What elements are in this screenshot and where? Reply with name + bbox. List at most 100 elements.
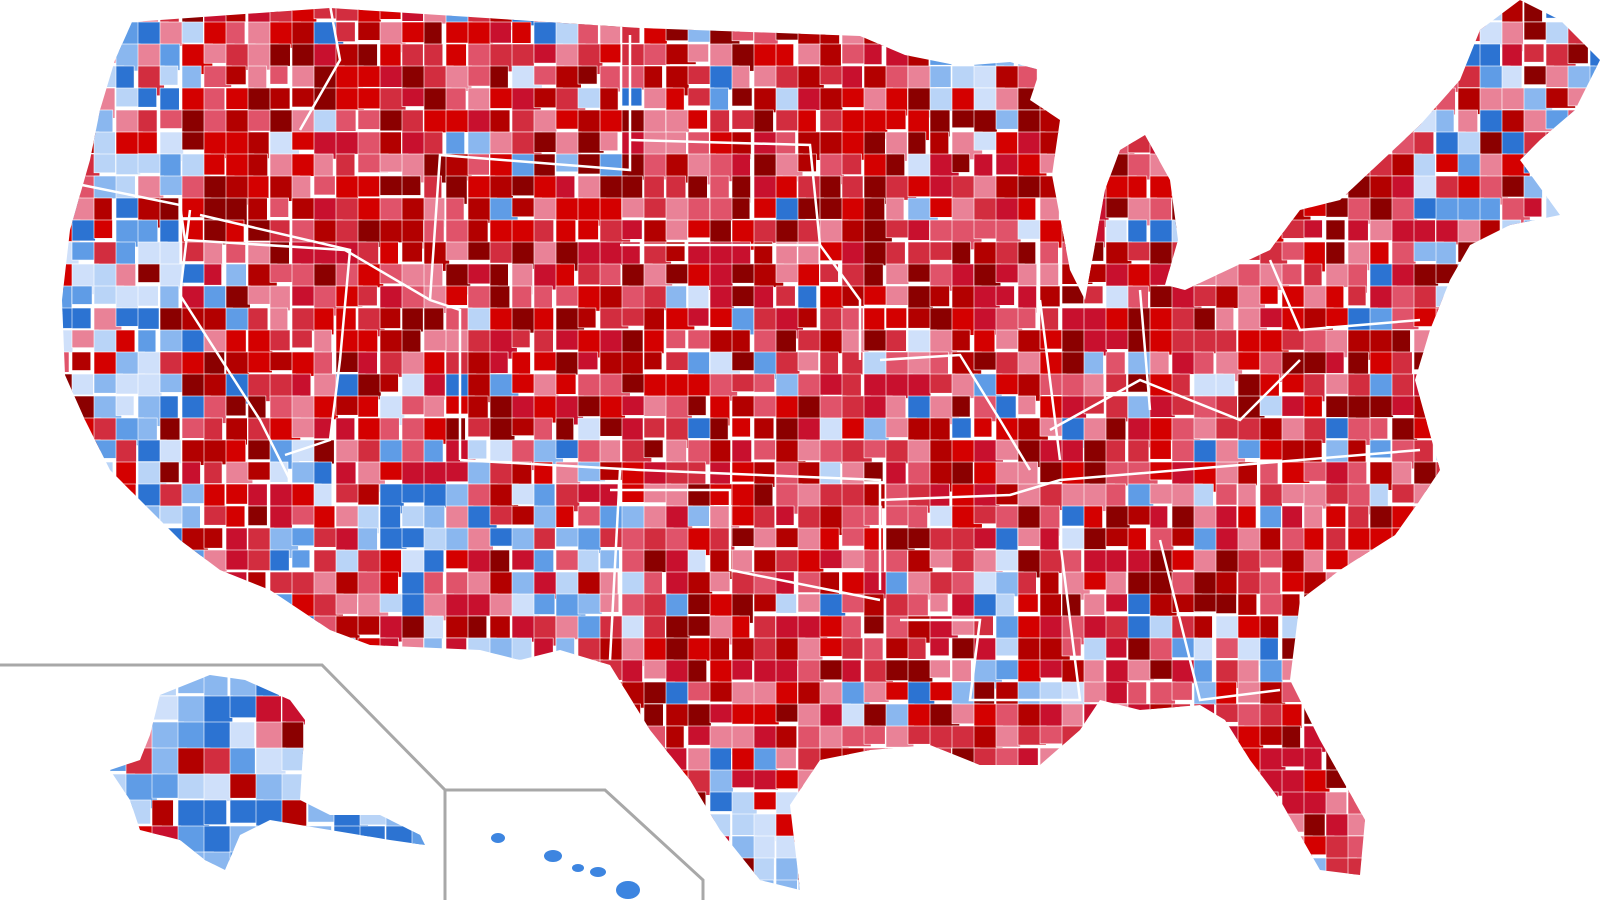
county (819, 65, 845, 85)
county (1149, 417, 1173, 444)
county (269, 549, 290, 572)
county (731, 65, 751, 92)
county (511, 285, 532, 309)
county (599, 395, 626, 420)
county (687, 307, 710, 327)
county (269, 571, 294, 594)
county (203, 527, 223, 549)
county (1171, 527, 1197, 547)
county (115, 87, 142, 108)
county (225, 505, 246, 528)
county (775, 417, 799, 442)
county (731, 153, 751, 180)
county (1259, 549, 1283, 569)
county (335, 395, 359, 416)
county (599, 43, 622, 64)
county (951, 725, 976, 751)
county (379, 65, 406, 88)
county (247, 351, 273, 374)
county (863, 681, 890, 703)
county (401, 263, 425, 287)
county (907, 307, 933, 329)
county (1039, 417, 1065, 437)
county (1523, 43, 1545, 63)
county (159, 395, 179, 421)
county (665, 439, 687, 464)
county (929, 373, 956, 394)
island (491, 833, 505, 843)
county (151, 773, 180, 799)
county (1017, 659, 1042, 683)
county (71, 241, 98, 261)
county (863, 285, 889, 306)
county (467, 417, 493, 438)
county (973, 131, 999, 151)
county (1127, 241, 1151, 261)
county (775, 615, 802, 641)
county (225, 285, 251, 310)
county (1457, 197, 1484, 224)
county (841, 637, 864, 660)
county (599, 439, 621, 466)
county (137, 285, 159, 307)
county (951, 329, 971, 351)
county (379, 307, 401, 329)
county (951, 153, 970, 173)
county (1083, 637, 1107, 661)
county (1259, 505, 1282, 528)
county (885, 109, 907, 130)
county (775, 703, 799, 723)
county (687, 43, 709, 63)
county (467, 615, 488, 639)
county (203, 263, 222, 286)
county (995, 351, 1020, 378)
county (929, 241, 953, 261)
county (1017, 593, 1039, 613)
county (423, 549, 445, 576)
county (995, 329, 1019, 350)
county (1193, 637, 1213, 664)
county (489, 263, 509, 290)
county (467, 571, 491, 596)
county (93, 153, 116, 174)
county (1061, 703, 1084, 729)
county (841, 43, 866, 65)
county (225, 109, 251, 134)
county (401, 43, 424, 70)
county (335, 483, 359, 504)
county (753, 197, 780, 219)
county (665, 219, 688, 241)
county (467, 21, 494, 48)
county (1237, 549, 1261, 573)
county (775, 505, 795, 526)
county (269, 65, 289, 85)
county (797, 373, 824, 400)
county (1303, 417, 1326, 444)
county (423, 615, 444, 640)
county (1347, 285, 1367, 306)
county (1259, 615, 1279, 640)
county (467, 65, 492, 87)
county (357, 395, 379, 418)
county (995, 593, 1015, 620)
county (907, 131, 927, 157)
county (973, 681, 995, 708)
county (995, 725, 1021, 748)
county (1325, 241, 1346, 267)
county (687, 571, 713, 595)
county (511, 373, 537, 394)
county (709, 417, 729, 440)
county (797, 285, 817, 310)
county (1127, 571, 1154, 597)
county (489, 87, 515, 109)
county (731, 109, 755, 130)
county (511, 21, 532, 44)
county (819, 131, 844, 158)
county (313, 505, 336, 531)
county (995, 153, 1019, 176)
county (709, 747, 732, 774)
county (621, 87, 643, 107)
county (929, 549, 956, 569)
county (863, 307, 885, 333)
county (269, 43, 291, 67)
